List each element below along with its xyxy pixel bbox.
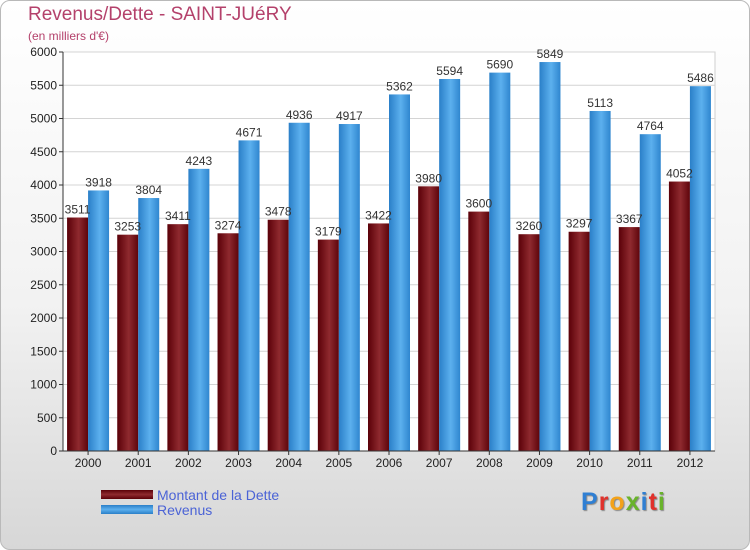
value-label-dette: 3511 [65,203,91,217]
bar-dette [418,186,440,451]
y-tick-label: 6000 [30,45,57,59]
value-label-dette: 4052 [666,167,693,181]
chart-subtitle: (en milliers d'€) [28,29,109,43]
logo-letter: x [625,488,641,516]
value-label-dette: 3411 [165,209,191,223]
value-label-dette: 3478 [265,205,292,219]
logo-letter: o [609,488,626,516]
x-tick-label: 2001 [125,456,152,470]
value-label-revenus: 4936 [286,108,313,122]
logo-letter: i [657,488,666,516]
y-tick-label: 4500 [30,145,57,159]
value-label-revenus: 5486 [687,71,714,85]
chart-title: Revenus/Dette - SAINT-JUéRY [28,4,292,25]
value-label-dette: 3260 [516,219,543,233]
value-label-revenus: 5849 [537,47,564,61]
bar-dette [368,223,389,451]
value-label-dette: 3253 [114,220,141,234]
bar-revenus [188,168,210,451]
proxiti-logo: Proxiti [581,488,666,517]
x-tick-label: 2003 [225,456,252,470]
y-tick-label: 2500 [30,278,57,292]
bar-dette [167,224,189,451]
x-tick-label: 2012 [677,456,704,470]
y-tick-label: 4000 [30,178,57,192]
bar-revenus [338,124,360,451]
logo-letter: t [648,488,658,516]
y-tick-label: 3000 [30,245,57,259]
bar-revenus [288,122,310,452]
bar-revenus [589,110,611,451]
y-tick-label: 5500 [30,78,57,92]
value-label-revenus: 4671 [236,125,263,139]
bar-revenus [138,198,160,451]
legend-label-revenus: Revenus [157,502,213,518]
bar-revenus [88,190,110,451]
value-label-revenus: 3804 [135,183,162,197]
value-label-dette: 3274 [215,218,242,232]
x-tick-label: 2008 [476,456,503,470]
bar-dette [217,233,239,451]
y-tick-label: 3500 [30,211,57,225]
value-label-dette: 3600 [465,197,492,211]
bar-revenus [489,72,511,452]
value-label-dette: 3179 [315,225,342,239]
bar-revenus [238,140,260,452]
value-label-revenus: 5690 [486,58,513,72]
bar-revenus [689,86,711,451]
bar-revenus [539,62,561,451]
bar-revenus [389,94,410,451]
logo-letter: i [640,488,649,516]
x-tick-label: 2007 [426,456,453,470]
legend-label-dette: Montant de la Dette [157,487,280,503]
x-tick-label: 2011 [627,456,653,470]
bar-dette [568,231,590,451]
value-label-revenus: 5362 [386,79,413,93]
bar-dette [67,217,89,451]
bar-dette [618,227,640,451]
y-tick-label: 1500 [30,344,57,358]
x-tick-label: 2002 [175,456,202,470]
logo-letter: r [598,488,610,516]
y-tick-label: 500 [37,411,57,425]
value-label-dette: 3422 [365,208,392,222]
y-tick-label: 2000 [30,311,57,325]
bar-revenus [439,78,461,452]
value-label-revenus: 4764 [637,119,664,133]
bar-dette [468,211,490,451]
y-tick-label: 1000 [30,378,57,392]
x-tick-label: 2006 [376,456,403,470]
value-label-revenus: 5113 [587,96,613,110]
bar-dette [668,181,690,452]
x-tick-label: 2010 [576,456,603,470]
value-label-revenus: 5594 [436,64,463,78]
x-tick-label: 2009 [526,456,553,470]
y-tick-label: 5000 [30,112,57,126]
value-label-dette: 3367 [616,212,643,226]
x-tick-label: 2005 [325,456,352,470]
bar-dette [117,234,139,451]
logo-letter: P [581,488,599,516]
bar-dette [267,219,289,451]
bar-revenus [639,134,661,451]
bar-dette [518,234,540,451]
x-tick-label: 2000 [75,456,102,470]
legend-swatch-revenus [101,505,153,514]
value-label-revenus: 4917 [336,109,363,123]
value-label-dette: 3297 [566,217,593,231]
x-tick-label: 2004 [275,456,302,470]
legend-swatch-dette [101,490,153,499]
value-label-revenus: 4243 [186,154,213,168]
value-label-revenus: 3918 [85,175,112,189]
y-tick-label: 0 [50,444,57,458]
bar-dette [317,239,339,451]
value-label-dette: 3980 [415,171,442,185]
